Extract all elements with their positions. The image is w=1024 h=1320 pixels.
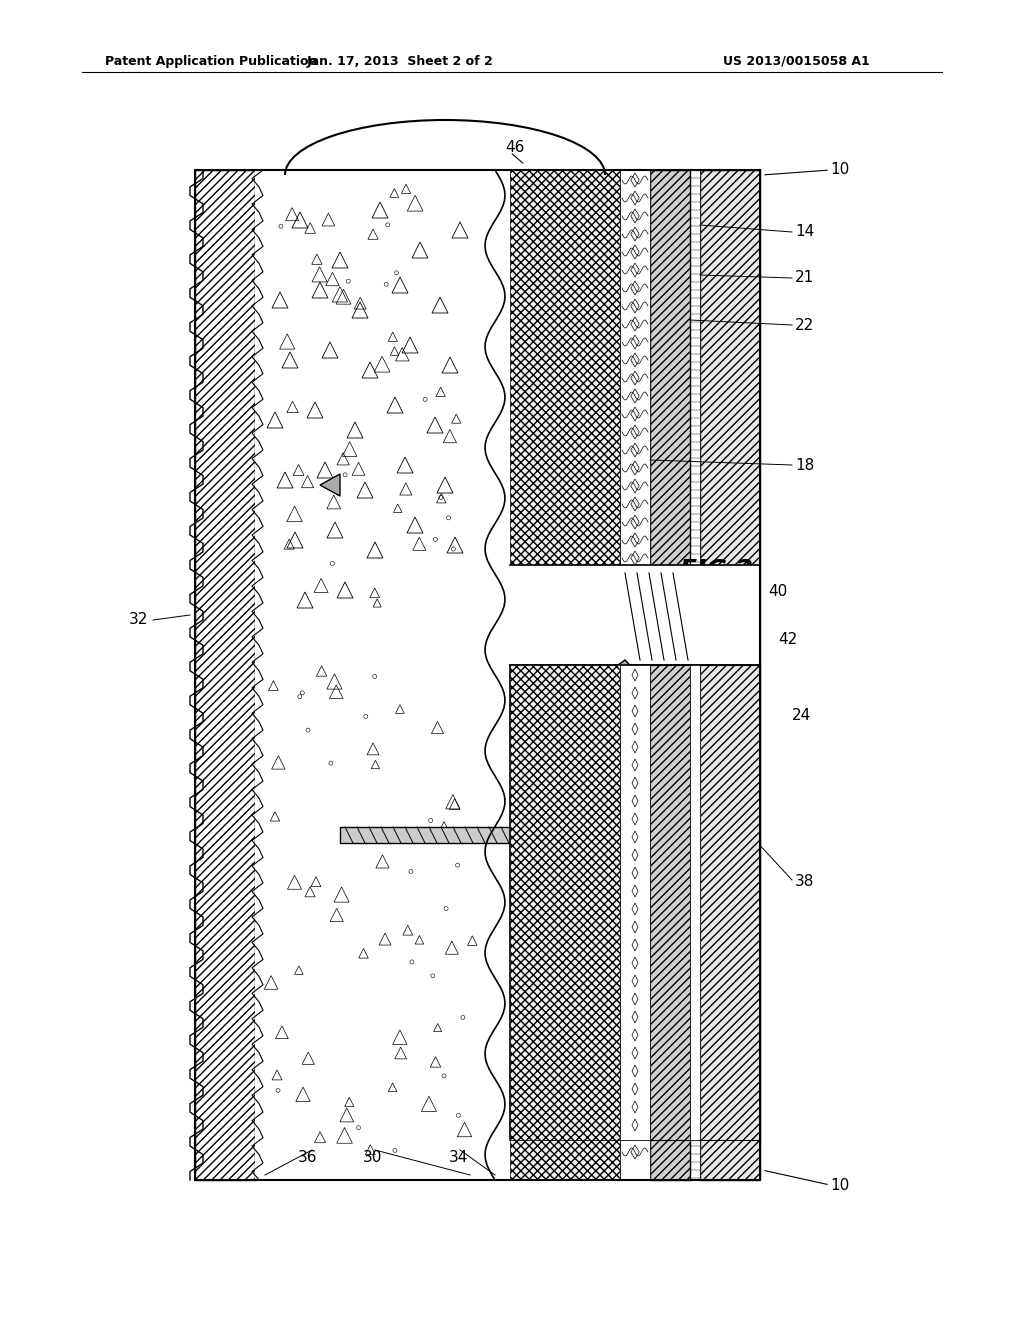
Text: FIG 2: FIG 2 bbox=[680, 558, 753, 582]
Text: Jan. 17, 2013  Sheet 2 of 2: Jan. 17, 2013 Sheet 2 of 2 bbox=[306, 55, 494, 69]
Text: 34: 34 bbox=[449, 1150, 468, 1164]
Text: Patent Application Publication: Patent Application Publication bbox=[105, 55, 317, 69]
Text: 14: 14 bbox=[795, 224, 814, 239]
Text: 24: 24 bbox=[792, 708, 811, 722]
Bar bbox=[195, 170, 760, 1180]
Bar bbox=[620, 170, 650, 1180]
Bar bbox=[255, 170, 490, 1180]
Bar bbox=[690, 170, 700, 1180]
Bar bbox=[620, 665, 650, 1140]
Bar bbox=[700, 665, 760, 1140]
Bar bbox=[700, 170, 760, 1180]
Bar bbox=[510, 665, 620, 1140]
Text: 10: 10 bbox=[830, 162, 849, 177]
Text: 40: 40 bbox=[768, 585, 787, 599]
Text: US 2013/0015058 A1: US 2013/0015058 A1 bbox=[723, 55, 870, 69]
Text: 21: 21 bbox=[795, 271, 814, 285]
Text: 38: 38 bbox=[795, 874, 814, 890]
Text: 22: 22 bbox=[795, 318, 814, 333]
Text: 30: 30 bbox=[362, 1150, 382, 1164]
Bar bbox=[510, 665, 760, 1140]
Text: 10: 10 bbox=[830, 1177, 849, 1192]
Bar bbox=[510, 170, 620, 1180]
Bar bbox=[510, 565, 760, 665]
Bar bbox=[650, 665, 690, 1140]
Bar bbox=[735, 822, 755, 847]
Polygon shape bbox=[319, 474, 340, 496]
Bar bbox=[195, 170, 255, 1180]
Text: 18: 18 bbox=[795, 458, 814, 473]
Bar bbox=[340, 828, 735, 843]
Polygon shape bbox=[618, 660, 690, 750]
Text: 36: 36 bbox=[298, 1150, 317, 1164]
Text: 46: 46 bbox=[505, 140, 524, 156]
Bar bbox=[650, 170, 690, 1180]
Text: 32: 32 bbox=[129, 612, 148, 627]
Bar bbox=[690, 665, 700, 1140]
Bar bbox=[195, 170, 760, 1180]
Text: 42: 42 bbox=[778, 632, 798, 648]
